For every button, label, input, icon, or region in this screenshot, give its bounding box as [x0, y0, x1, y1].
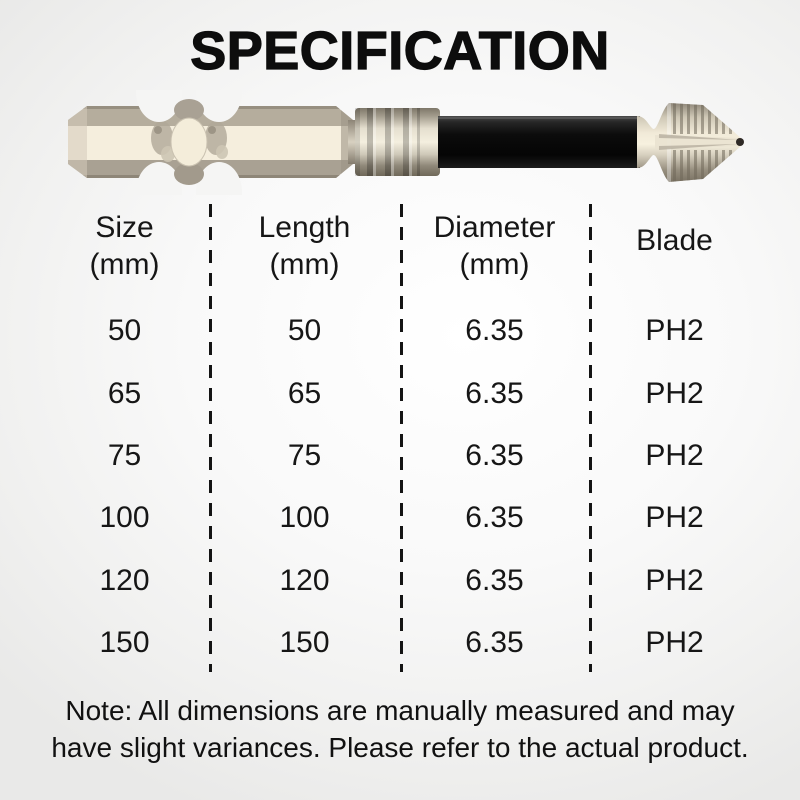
- torsion-groove: [136, 90, 242, 195]
- cell-length: 150: [279, 626, 330, 660]
- footnote: Note: All dimensions are manually measur…: [0, 692, 800, 766]
- col-header-size: Size (mm): [40, 200, 209, 300]
- cell-diameter: 6.35: [465, 438, 524, 472]
- col-header-unit: (mm): [89, 248, 160, 281]
- ph2-tip: [637, 103, 744, 182]
- col-header-label: Blade: [636, 223, 713, 257]
- cell-blade: PH2: [645, 376, 704, 410]
- cell-size: 150: [99, 626, 150, 660]
- cell-length: 75: [287, 438, 322, 472]
- black-shaft: [438, 116, 640, 168]
- cell-length: 120: [279, 563, 330, 597]
- hex-shank: [68, 106, 353, 178]
- product-bit-image: [68, 90, 744, 195]
- cell-length: 50: [287, 314, 322, 348]
- col-header-label: Diameter: [433, 211, 556, 244]
- col-header-length: Length (mm): [209, 200, 400, 300]
- cell-blade: PH2: [645, 314, 704, 348]
- spec-table: Size (mm) Length (mm) Diameter (mm) Blad…: [40, 200, 760, 676]
- cell-diameter: 6.35: [465, 314, 524, 348]
- cell-length: 100: [279, 501, 330, 535]
- cell-size: 75: [107, 438, 142, 472]
- cell-blade: PH2: [645, 501, 704, 535]
- col-header-blade: Blade: [589, 194, 760, 294]
- cell-size: 120: [99, 563, 150, 597]
- footnote-line-1: Note: All dimensions are manually measur…: [65, 695, 735, 726]
- cell-blade: PH2: [645, 626, 704, 660]
- cell-diameter: 6.35: [465, 376, 524, 410]
- cell-blade: PH2: [645, 438, 704, 472]
- cell-blade: PH2: [645, 563, 704, 597]
- cell-diameter: 6.35: [465, 563, 524, 597]
- col-header-diameter: Diameter (mm): [400, 200, 589, 300]
- page-title: SPECIFICATION: [190, 20, 610, 81]
- col-header-unit: (mm): [269, 248, 340, 281]
- cell-diameter: 6.35: [465, 501, 524, 535]
- cell-size: 65: [107, 376, 142, 410]
- magnetic-collar: [348, 108, 440, 176]
- col-header-unit: (mm): [459, 248, 530, 281]
- cell-size: 100: [99, 501, 150, 535]
- cell-length: 65: [287, 376, 322, 410]
- cell-size: 50: [107, 314, 142, 348]
- col-header-label: Length: [258, 211, 351, 244]
- cell-diameter: 6.35: [465, 626, 524, 660]
- footnote-line-2: have slight variances. Please refer to t…: [51, 732, 749, 763]
- col-header-label: Size: [95, 211, 154, 244]
